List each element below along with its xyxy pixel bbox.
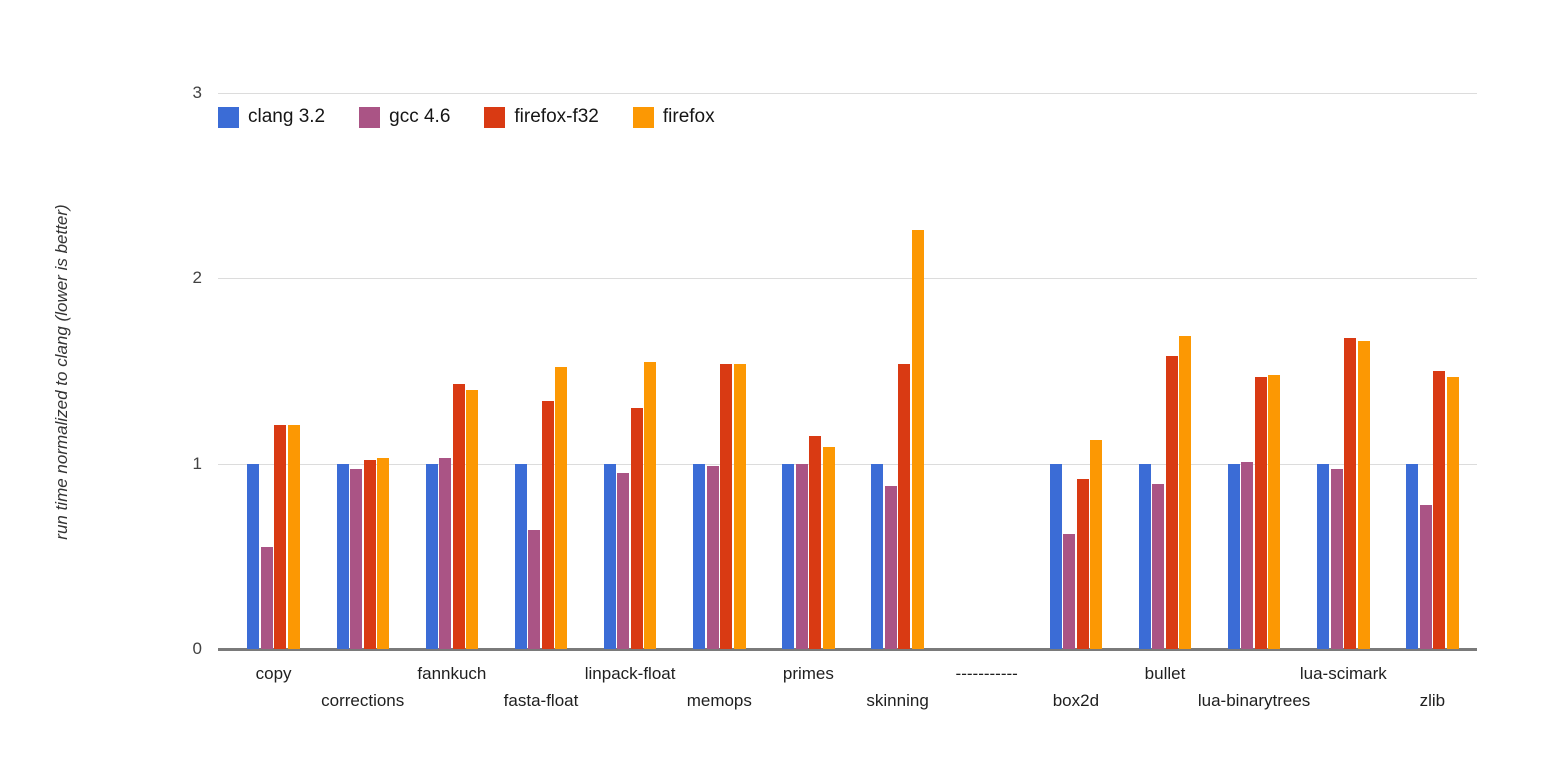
legend-label: gcc 4.6 [389, 106, 451, 127]
bar-primes-clang-3-2 [782, 463, 795, 649]
y-tick-label-3: 3 [192, 83, 202, 102]
bar-lua-binarytrees-firefox-f32 [1254, 376, 1267, 649]
bar-corrections-firefox-f32 [363, 460, 376, 649]
bar-box2d-clang-3-2 [1049, 463, 1062, 649]
bar-corrections-clang-3-2 [336, 463, 349, 649]
gridline-1 [218, 464, 1477, 465]
legend-label: firefox [662, 106, 715, 127]
x-category-label-memops: memops [686, 691, 752, 710]
bar-copy-gcc-4-6 [260, 547, 273, 649]
bar-lua-binarytrees-clang-3-2 [1227, 463, 1240, 649]
y-tick-label-1: 1 [192, 454, 202, 473]
legend-swatch-icon [359, 106, 381, 128]
bar-memops-firefox [733, 363, 746, 649]
bar-memops-firefox-f32 [720, 363, 732, 649]
x-category-label-lua-binarytrees: lua-binarytrees [1197, 691, 1311, 710]
x-category-label-lua-scimark: lua-scimark [1299, 664, 1387, 683]
bar-linpack-float-firefox [644, 361, 657, 649]
bar-linpack-float-firefox-f32 [630, 408, 643, 649]
y-tick-label-2: 2 [192, 268, 202, 287]
legend-swatch-icon [218, 106, 239, 128]
legend-item-gcc-4-6: gcc 4.6 [359, 106, 450, 128]
bar-fannkuch-gcc-4-6 [439, 458, 452, 649]
y-tick-label-0: 0 [192, 639, 202, 658]
x-category-label-corrections: corrections [321, 691, 405, 710]
bar-fasta-float-firefox-f32 [541, 400, 554, 649]
bar-fannkuch-firefox-f32 [452, 384, 465, 649]
bar-zlib-clang-3-2 [1406, 463, 1419, 649]
bar-bullet-firefox [1179, 335, 1192, 649]
legend-label: firefox-f32 [514, 106, 599, 127]
bar-bullet-gcc-4-6 [1152, 484, 1165, 649]
x-category-label--: ----------- [955, 664, 1018, 683]
bar-zlib-firefox [1446, 376, 1459, 649]
bar-fannkuch-clang-3-2 [425, 463, 438, 649]
bar-lua-scimark-firefox [1357, 341, 1370, 649]
legend-label: clang 3.2 [248, 106, 326, 127]
legend: clang 3.2 gcc 4.6 firefox-f32 firefox [218, 106, 715, 128]
bar-memops-gcc-4-6 [706, 465, 719, 649]
bar-linpack-float-gcc-4-6 [617, 473, 630, 649]
legend-item-clang-3-2: clang 3.2 [218, 106, 325, 128]
bar-zlib-gcc-4-6 [1419, 504, 1432, 649]
x-category-label-box2d: box2d [1052, 691, 1100, 710]
legend-item-firefox-f32: firefox-f32 [484, 106, 599, 128]
bar-copy-firefox [287, 424, 300, 649]
legend-item-firefox: firefox [632, 106, 715, 128]
gridline-3 [218, 93, 1477, 94]
bar-box2d-firefox-f32 [1076, 478, 1089, 649]
bar-skinning-clang-3-2 [871, 463, 884, 649]
gridline-2 [218, 278, 1477, 279]
bar-lua-binarytrees-firefox [1268, 374, 1281, 649]
bar-lua-binarytrees-gcc-4-6 [1241, 461, 1254, 649]
bar-primes-gcc-4-6 [795, 463, 808, 649]
bar-copy-firefox-f32 [274, 424, 287, 649]
bar-corrections-gcc-4-6 [350, 469, 362, 649]
bar-memops-clang-3-2 [693, 463, 705, 649]
bar-corrections-firefox [377, 458, 389, 649]
x-axis-baseline [218, 648, 1477, 651]
y-axis-title: run time normalized to clang (lower is b… [52, 204, 71, 540]
x-category-label-fasta-float: fasta-float [503, 691, 579, 710]
bar-primes-firefox [822, 447, 835, 649]
bar-linpack-float-clang-3-2 [603, 463, 616, 649]
x-category-label-skinning: skinning [866, 691, 929, 710]
bar-lua-scimark-gcc-4-6 [1330, 469, 1343, 649]
bar-skinning-gcc-4-6 [884, 485, 897, 649]
bar-box2d-gcc-4-6 [1063, 534, 1076, 649]
bar-fannkuch-firefox [466, 389, 479, 649]
x-category-label-zlib: zlib [1419, 691, 1446, 710]
bar-fasta-float-firefox [555, 367, 568, 649]
bar-fasta-float-clang-3-2 [514, 463, 527, 649]
x-category-label-linpack-float: linpack-float [584, 664, 676, 683]
bar-bullet-firefox-f32 [1165, 356, 1178, 649]
x-category-label-copy: copy [255, 664, 292, 683]
bar-bullet-clang-3-2 [1138, 463, 1151, 649]
x-category-label-fannkuch: fannkuch [417, 664, 487, 683]
bar-box2d-firefox [1090, 439, 1103, 649]
bar-zlib-firefox-f32 [1433, 371, 1446, 649]
bar-skinning-firefox [911, 230, 924, 649]
bar-primes-firefox-f32 [809, 435, 822, 649]
bar-lua-scimark-firefox-f32 [1344, 337, 1356, 649]
legend-swatch-icon [632, 106, 654, 128]
bar-copy-clang-3-2 [247, 463, 260, 649]
x-category-label-bullet: bullet [1144, 664, 1186, 683]
bar-fasta-float-gcc-4-6 [528, 530, 541, 649]
legend-swatch-icon [484, 106, 506, 128]
bar-lua-scimark-clang-3-2 [1317, 463, 1329, 649]
x-category-label-primes: primes [782, 664, 834, 683]
bar-skinning-firefox-f32 [898, 363, 911, 649]
